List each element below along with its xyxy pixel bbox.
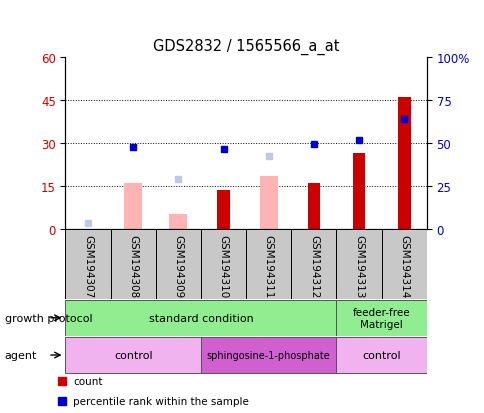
Text: GSM194308: GSM194308: [128, 234, 138, 297]
Bar: [397, 98, 409, 229]
Text: GSM194311: GSM194311: [263, 234, 273, 297]
Bar: [65, 300, 336, 336]
Title: GDS2832 / 1565566_a_at: GDS2832 / 1565566_a_at: [152, 39, 339, 55]
Bar: [110, 229, 155, 299]
Text: GSM194314: GSM194314: [398, 234, 408, 297]
Text: standard condition: standard condition: [148, 313, 253, 323]
Bar: [259, 176, 277, 229]
Bar: [307, 183, 319, 229]
Bar: [200, 337, 336, 373]
Bar: [217, 191, 229, 229]
Text: GSM194312: GSM194312: [308, 234, 318, 297]
Text: GSM194309: GSM194309: [173, 234, 183, 297]
Bar: [352, 154, 364, 229]
Bar: [124, 183, 142, 229]
Bar: [336, 300, 426, 336]
Bar: [381, 229, 426, 299]
Bar: [336, 337, 426, 373]
Text: agent: agent: [5, 350, 37, 360]
Text: count: count: [73, 376, 102, 386]
Bar: [155, 229, 200, 299]
Bar: [65, 229, 110, 299]
Text: GSM194310: GSM194310: [218, 234, 228, 297]
Bar: [169, 215, 187, 229]
Bar: [336, 229, 381, 299]
Bar: [245, 229, 291, 299]
Text: feeder-free
Matrigel: feeder-free Matrigel: [352, 307, 409, 329]
Bar: [65, 337, 200, 373]
Text: control: control: [114, 350, 152, 360]
Text: growth protocol: growth protocol: [5, 313, 92, 323]
Bar: [200, 229, 245, 299]
Text: GSM194313: GSM194313: [353, 234, 363, 297]
Text: percentile rank within the sample: percentile rank within the sample: [73, 396, 248, 406]
Bar: [291, 229, 336, 299]
Text: control: control: [362, 350, 400, 360]
Text: GSM194307: GSM194307: [83, 234, 93, 297]
Text: sphingosine-1-phosphate: sphingosine-1-phosphate: [206, 350, 330, 360]
